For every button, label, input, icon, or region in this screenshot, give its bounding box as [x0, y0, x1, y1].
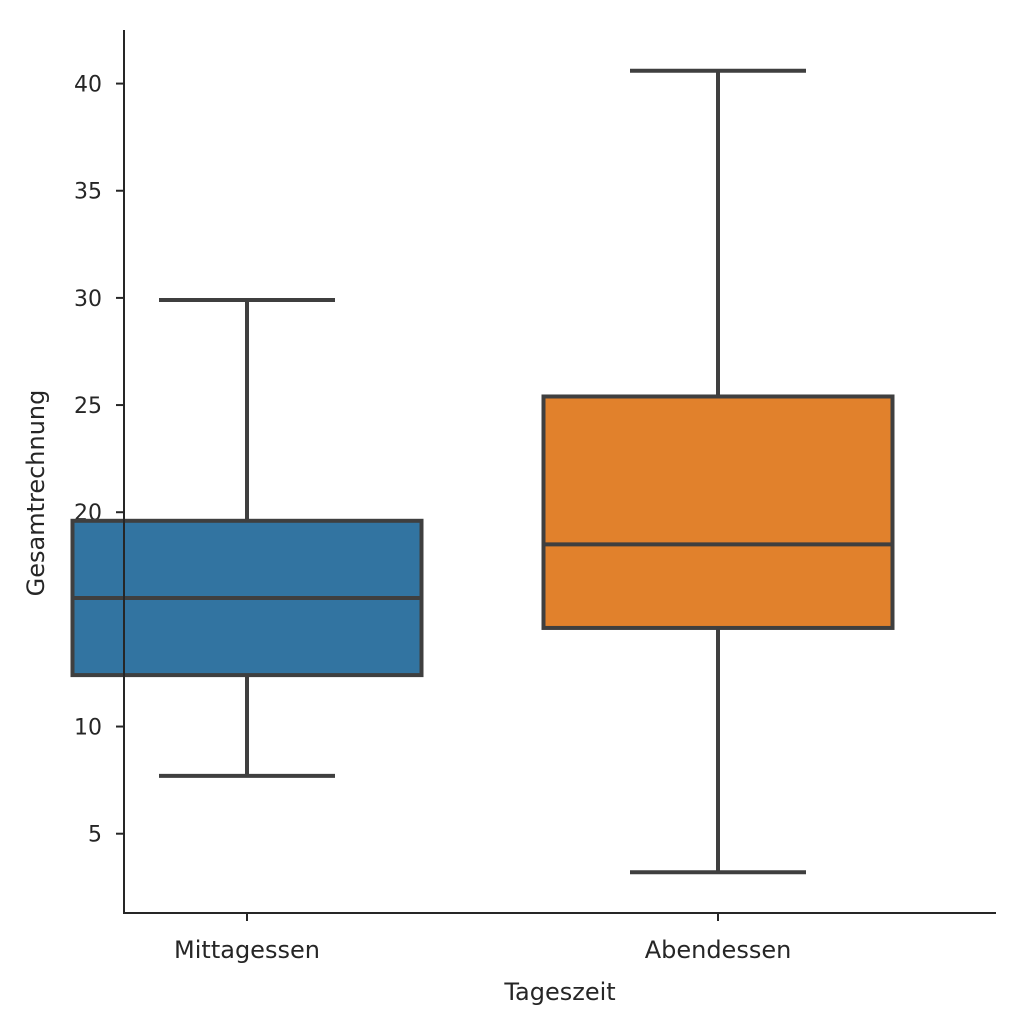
- iqr-box: [541, 394, 895, 630]
- x-tick-label: Mittagessen: [174, 936, 320, 964]
- y-tick-label: 40: [74, 73, 102, 98]
- x-tick-label: Abendessen: [645, 936, 792, 964]
- y-tick-label: 35: [74, 180, 102, 205]
- x-axis-label: Tageszeit: [503, 978, 615, 1006]
- y-tick-label: 30: [74, 287, 102, 312]
- y-tick-label: 25: [74, 394, 102, 419]
- y-tick-label: 5: [88, 823, 102, 848]
- box-mittagessen: [70, 298, 424, 778]
- box-abendessen: [541, 68, 895, 875]
- y-tick-label: 10: [74, 716, 102, 741]
- y-axis-label: Gesamtrechnung: [22, 390, 50, 597]
